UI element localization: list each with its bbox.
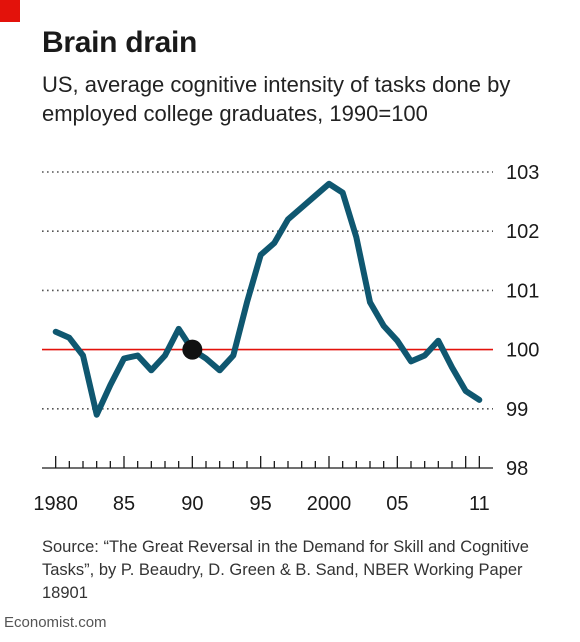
x-tick-label: 05 bbox=[386, 493, 408, 515]
x-tick-label: 1980 bbox=[33, 493, 78, 515]
y-tick-label: 100 bbox=[506, 340, 539, 362]
highlight-group bbox=[182, 339, 203, 360]
x-tick-label: 90 bbox=[181, 493, 203, 515]
x-tick-label: 95 bbox=[250, 493, 272, 515]
base-year-marker bbox=[182, 339, 203, 360]
brand-credit: Economist.com bbox=[4, 614, 107, 631]
x-axis bbox=[42, 456, 493, 469]
y-tick-label: 103 bbox=[506, 162, 539, 184]
x-tick-label: 2000 bbox=[307, 493, 352, 515]
line-chart: 98 99 100 101 102 103 1980 85 90 95 2000 05 11 bbox=[33, 162, 539, 515]
x-tick-label: 85 bbox=[113, 493, 135, 515]
series-line-0 bbox=[52, 180, 483, 418]
chart-subtitle: US, average cognitive intensity of tasks… bbox=[42, 72, 511, 126]
source-note: Source: “The Great Reversal in the Deman… bbox=[42, 538, 529, 602]
y-tick-label: 99 bbox=[506, 399, 528, 421]
y-tick-labels: 98 99 100 101 102 103 bbox=[506, 162, 539, 480]
y-tick-label: 102 bbox=[506, 221, 539, 243]
chart-title: Brain drain bbox=[42, 26, 198, 59]
y-tick-label: 101 bbox=[506, 280, 539, 302]
series-group bbox=[52, 180, 483, 418]
y-tick-label: 98 bbox=[506, 458, 528, 480]
brand-tag bbox=[0, 0, 20, 22]
x-tick-label: 11 bbox=[469, 493, 490, 515]
x-tick-labels: 1980 85 90 95 2000 05 11 bbox=[33, 493, 489, 515]
grid-lines bbox=[42, 171, 493, 410]
